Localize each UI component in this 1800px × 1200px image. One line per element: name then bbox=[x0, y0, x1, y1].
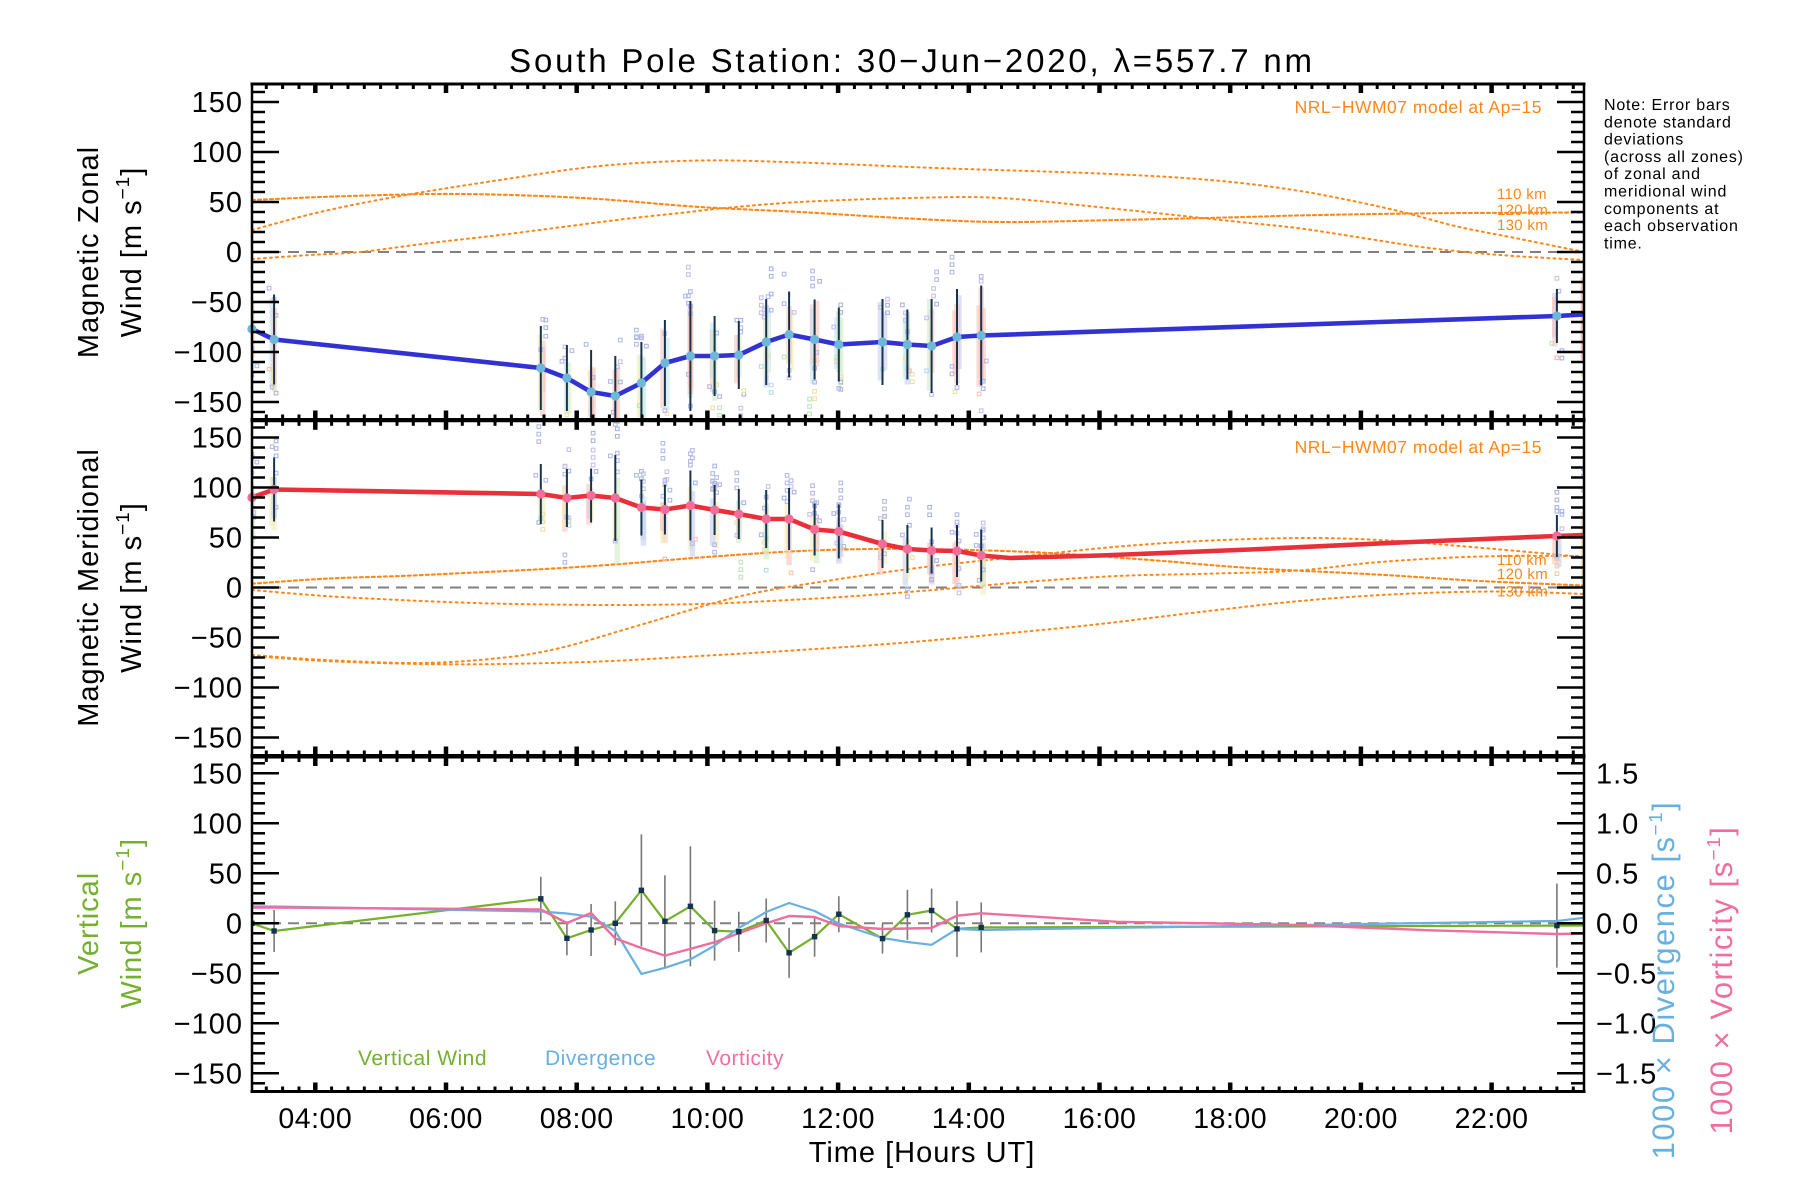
svg-text:time.: time. bbox=[1604, 235, 1643, 252]
svg-text:120 km: 120 km bbox=[1497, 202, 1548, 219]
svg-text:Vertical Wind: Vertical Wind bbox=[358, 1047, 487, 1070]
svg-text:−100: −100 bbox=[174, 1008, 243, 1040]
svg-text:100: 100 bbox=[192, 473, 243, 505]
svg-text:110 km: 110 km bbox=[1497, 186, 1547, 203]
svg-text:12:00: 12:00 bbox=[801, 1103, 875, 1135]
svg-text:0: 0 bbox=[226, 237, 243, 269]
svg-text:14:00: 14:00 bbox=[932, 1103, 1006, 1135]
svg-text:−1.0: −1.0 bbox=[1596, 1008, 1657, 1040]
svg-text:04:00: 04:00 bbox=[278, 1103, 352, 1135]
svg-text:50: 50 bbox=[209, 187, 243, 219]
svg-text:−50: −50 bbox=[191, 958, 243, 990]
svg-text:Magnetic Meridional: Magnetic Meridional bbox=[73, 448, 105, 727]
svg-text:meridional wind: meridional wind bbox=[1604, 184, 1727, 201]
svg-text:Wind [m s−1]: Wind [m s−1] bbox=[113, 838, 148, 1009]
svg-text:Note: Error bars: Note: Error bars bbox=[1604, 97, 1731, 114]
svg-text:−100: −100 bbox=[174, 337, 243, 369]
svg-text:0.5: 0.5 bbox=[1596, 858, 1639, 890]
svg-text:1000 × Vorticity [s−1]: 1000 × Vorticity [s−1] bbox=[1704, 826, 1739, 1135]
svg-text:0: 0 bbox=[226, 908, 243, 940]
svg-text:−50: −50 bbox=[191, 623, 243, 655]
svg-text:deviations: deviations bbox=[1604, 132, 1684, 149]
svg-text:components at: components at bbox=[1604, 201, 1719, 218]
svg-text:each observation: each observation bbox=[1604, 218, 1739, 235]
svg-text:100: 100 bbox=[192, 137, 243, 169]
svg-text:150: 150 bbox=[192, 758, 243, 790]
svg-text:120 km: 120 km bbox=[1497, 566, 1548, 583]
svg-text:1.0: 1.0 bbox=[1596, 808, 1639, 840]
svg-text:0.0: 0.0 bbox=[1596, 908, 1639, 940]
svg-text:1000 × Divergence [s−1]: 1000 × Divergence [s−1] bbox=[1646, 801, 1681, 1160]
svg-text:150: 150 bbox=[192, 423, 243, 455]
svg-text:150: 150 bbox=[192, 87, 243, 119]
svg-text:−50: −50 bbox=[191, 287, 243, 319]
svg-text:18:00: 18:00 bbox=[1193, 1103, 1267, 1135]
svg-text:NRL−HWM07 model at Ap=15: NRL−HWM07 model at Ap=15 bbox=[1295, 437, 1542, 457]
svg-text:−150: −150 bbox=[174, 1058, 243, 1090]
svg-text:50: 50 bbox=[209, 858, 243, 890]
svg-text:08:00: 08:00 bbox=[540, 1103, 614, 1135]
svg-text:−150: −150 bbox=[174, 387, 243, 419]
svg-text:100: 100 bbox=[192, 808, 243, 840]
svg-text:110 km: 110 km bbox=[1497, 552, 1547, 569]
svg-text:Magnetic Zonal: Magnetic Zonal bbox=[73, 146, 105, 358]
svg-text:Divergence: Divergence bbox=[545, 1047, 656, 1070]
svg-text:(across all zones): (across all zones) bbox=[1604, 149, 1744, 166]
svg-text:−100: −100 bbox=[174, 673, 243, 705]
svg-text:South Pole Station: 30−Jun−202: South Pole Station: 30−Jun−2020, λ=557.7… bbox=[509, 42, 1315, 79]
svg-text:−150: −150 bbox=[174, 723, 243, 755]
svg-text:130 km: 130 km bbox=[1497, 584, 1548, 601]
svg-text:22:00: 22:00 bbox=[1455, 1103, 1529, 1135]
svg-text:50: 50 bbox=[209, 523, 243, 555]
svg-text:of zonal and: of zonal and bbox=[1604, 166, 1701, 183]
svg-text:16:00: 16:00 bbox=[1063, 1103, 1137, 1135]
svg-text:−0.5: −0.5 bbox=[1596, 958, 1657, 990]
svg-text:Vorticity: Vorticity bbox=[706, 1047, 784, 1070]
svg-text:0: 0 bbox=[226, 573, 243, 605]
svg-text:NRL−HWM07 model at Ap=15: NRL−HWM07 model at Ap=15 bbox=[1295, 97, 1542, 117]
svg-text:−1.5: −1.5 bbox=[1596, 1058, 1657, 1090]
svg-text:06:00: 06:00 bbox=[409, 1103, 483, 1135]
svg-text:130 km: 130 km bbox=[1497, 217, 1548, 234]
svg-text:20:00: 20:00 bbox=[1324, 1103, 1398, 1135]
svg-text:1.5: 1.5 bbox=[1596, 758, 1639, 790]
svg-text:10:00: 10:00 bbox=[670, 1103, 744, 1135]
svg-text:Vertical: Vertical bbox=[73, 872, 105, 975]
svg-text:Time [Hours UT]: Time [Hours UT] bbox=[809, 1137, 1036, 1169]
svg-text:denote standard: denote standard bbox=[1604, 114, 1732, 131]
